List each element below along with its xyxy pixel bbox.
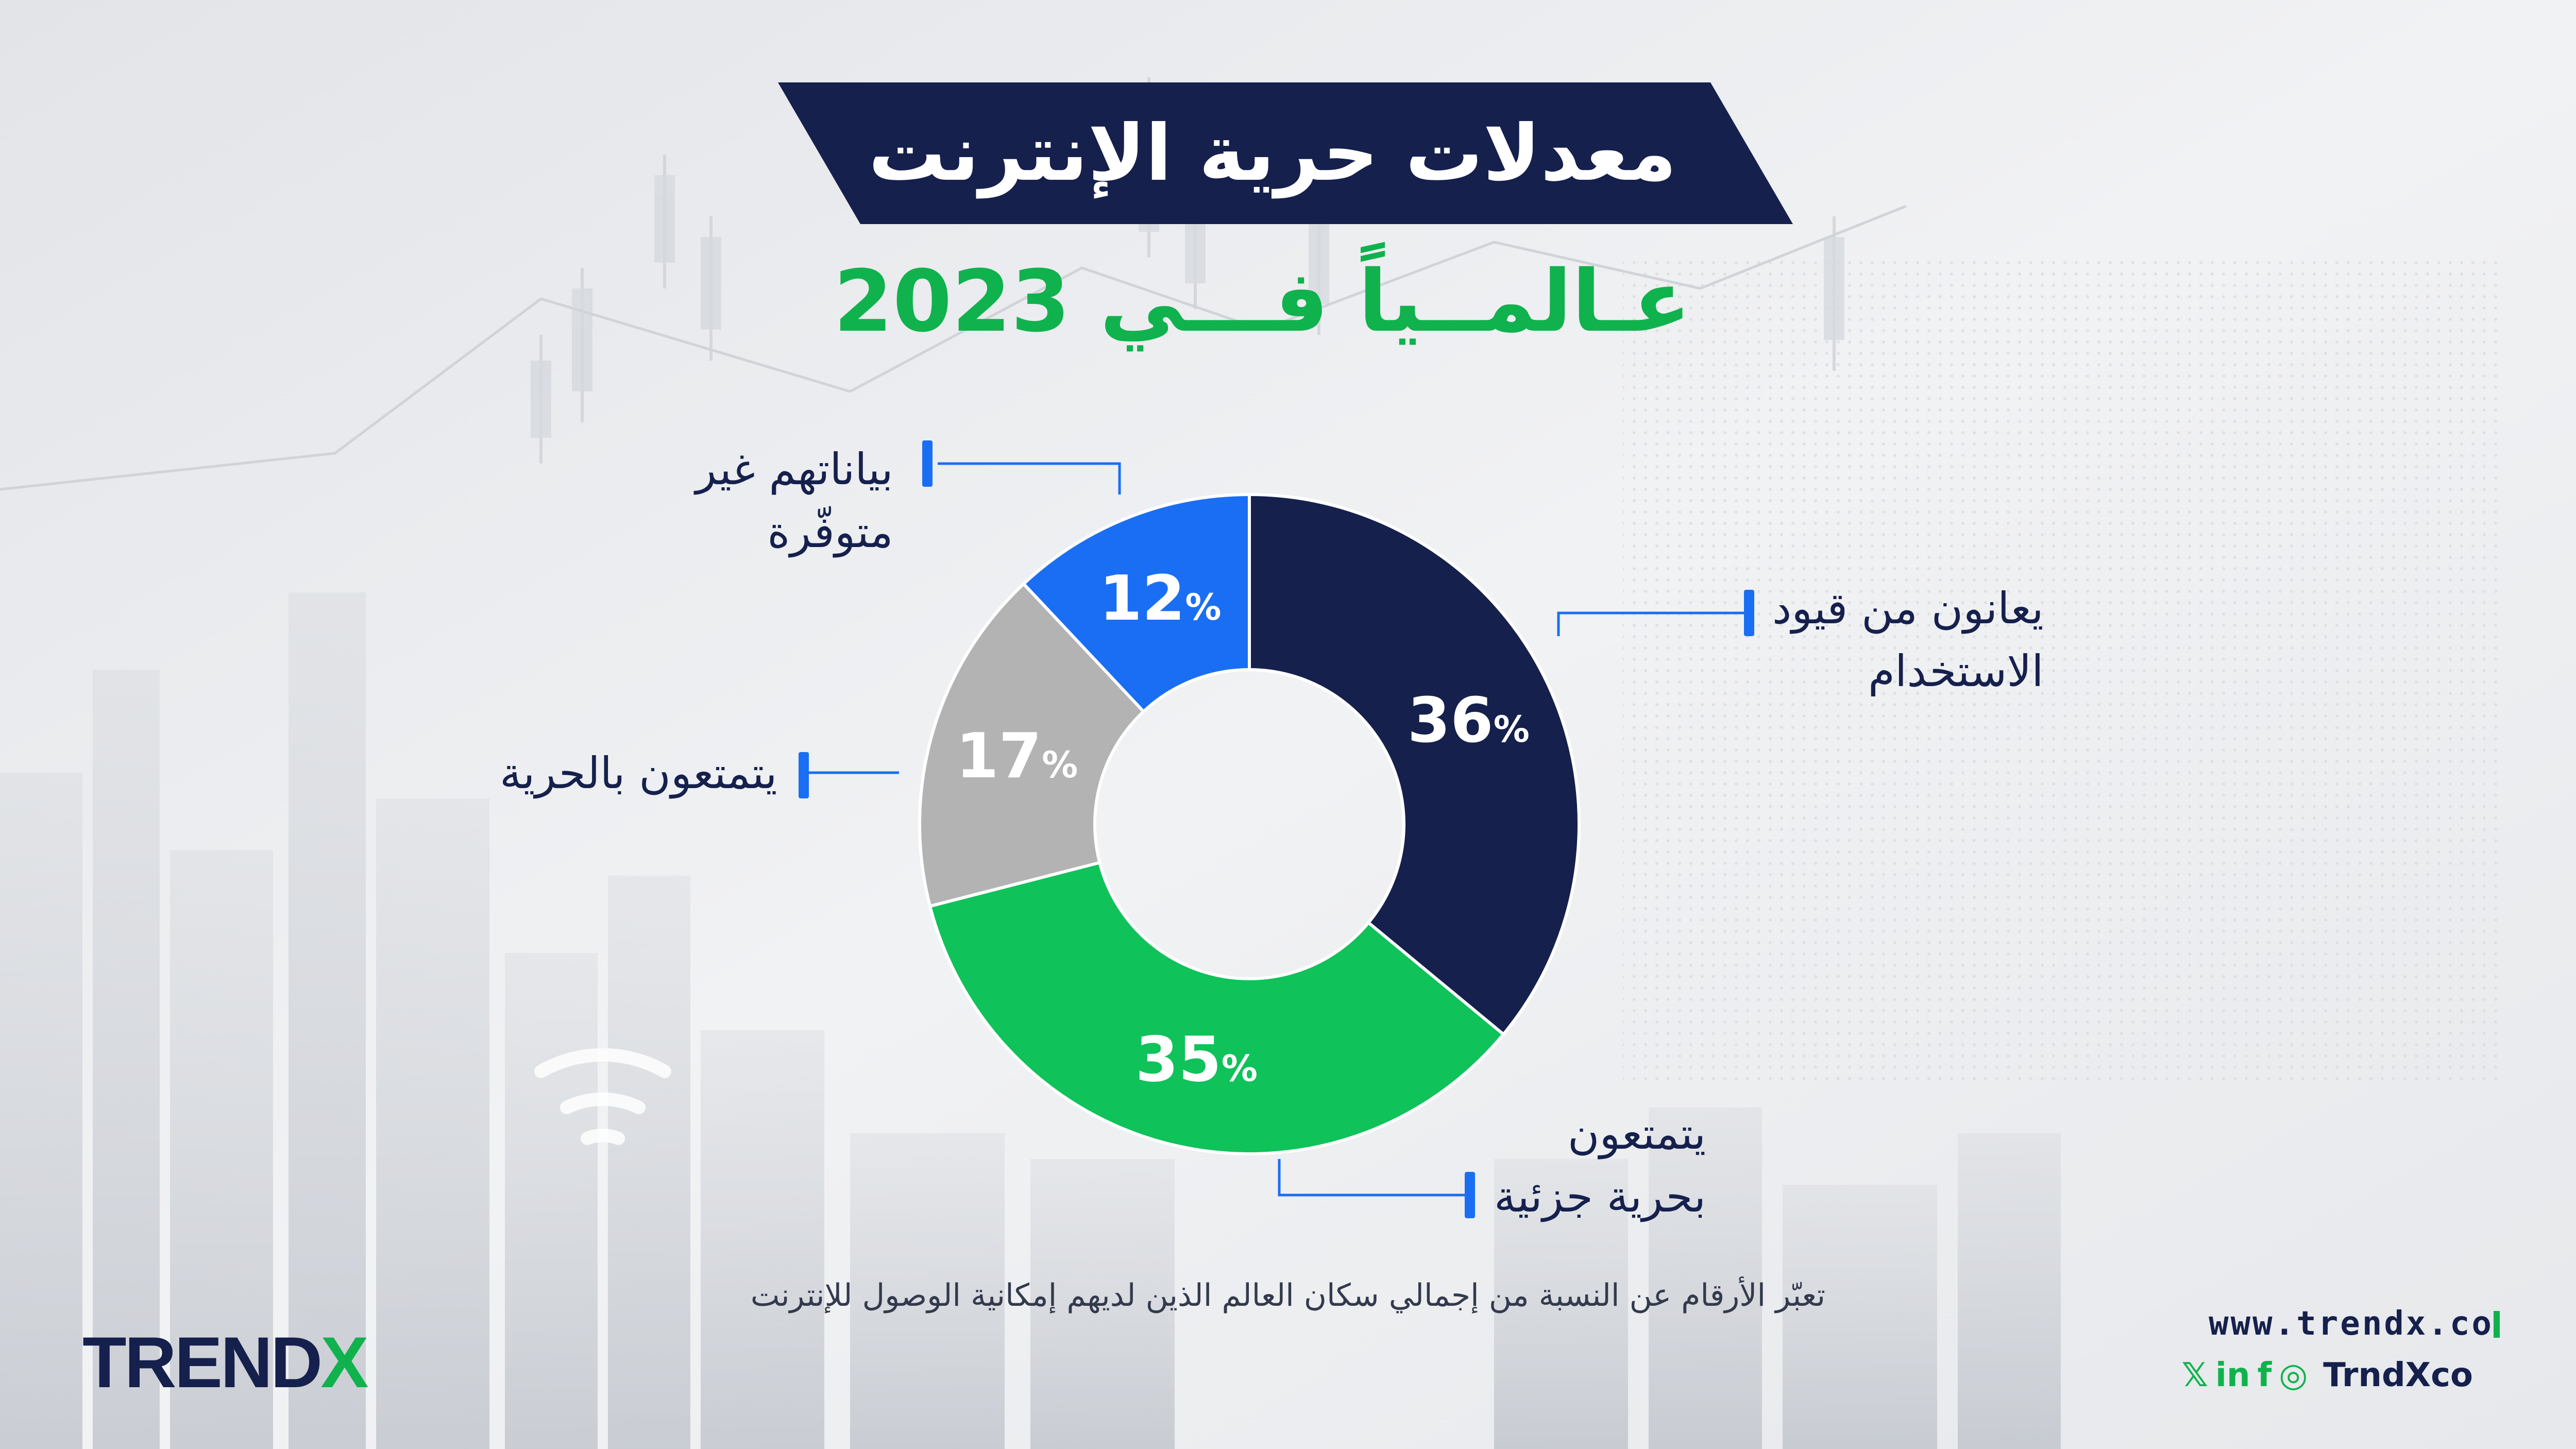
- callout-line: يعانون من قيود: [1772, 583, 2044, 634]
- callout-label-freedom: يتمتعون بالحرية: [500, 742, 777, 805]
- linkedin-icon[interactable]: in: [2215, 1356, 2250, 1394]
- logo-accent: X: [320, 1322, 368, 1403]
- slice-value-label: 17%: [956, 721, 1078, 792]
- trendx-logo: TREND X: [82, 1321, 369, 1404]
- callout-marker: [1465, 1172, 1475, 1218]
- title-banner: [778, 82, 1793, 224]
- callout-line: الاستخدام: [1868, 646, 2044, 696]
- callout-label-partial-freedom: يتمتعون بحرية جزئية: [1494, 1102, 1706, 1228]
- donut-slice: [928, 860, 1506, 1155]
- donut-slice: [1021, 492, 1251, 714]
- callout-line: بحرية جزئية: [1494, 1171, 1706, 1222]
- page-title: معدلات حرية الإنترنت: [868, 108, 1677, 198]
- slice-value-label: 12%: [1099, 563, 1221, 635]
- callout-marker: [922, 440, 933, 487]
- social-handle[interactable]: TrndXco: [2323, 1356, 2473, 1394]
- callout-marker: [799, 752, 809, 798]
- callout-marker: [1744, 590, 1754, 636]
- slice-value-label: 36%: [1408, 685, 1530, 757]
- logo-text: TREND: [82, 1322, 323, 1403]
- callout-label-no-data: بياناتهم غير متوفّرة: [696, 438, 893, 564]
- social-bar: 𝕏 in f ◎ TrndXco: [2164, 1347, 2473, 1404]
- facebook-icon[interactable]: f: [2257, 1356, 2272, 1394]
- donut-slice: [918, 582, 1146, 908]
- page-subtitle: عـالمــياً فـــي 2023: [833, 252, 1691, 351]
- website-link[interactable]: www.trendx.co: [2209, 1305, 2494, 1343]
- callout-line: بياناتهم غير: [696, 444, 893, 495]
- callout-line: يتمتعون بالحرية: [500, 748, 777, 798]
- x-icon[interactable]: 𝕏: [2181, 1356, 2208, 1394]
- donut-slice: [1248, 492, 1581, 1037]
- slice-value-label: 35%: [1136, 1025, 1258, 1096]
- chart-footnote: تعبّر الأرقام عن النسبة من إجمالي سكان ا…: [750, 1277, 1826, 1314]
- callout-line: متوفّرة: [767, 507, 893, 557]
- callout-line: يتمتعون: [1567, 1109, 1706, 1159]
- accent-mark: [2494, 1311, 2500, 1338]
- instagram-icon[interactable]: ◎: [2279, 1356, 2308, 1394]
- callout-label-usage-restrictions: يعانون من قيود الاستخدام: [1772, 577, 2044, 703]
